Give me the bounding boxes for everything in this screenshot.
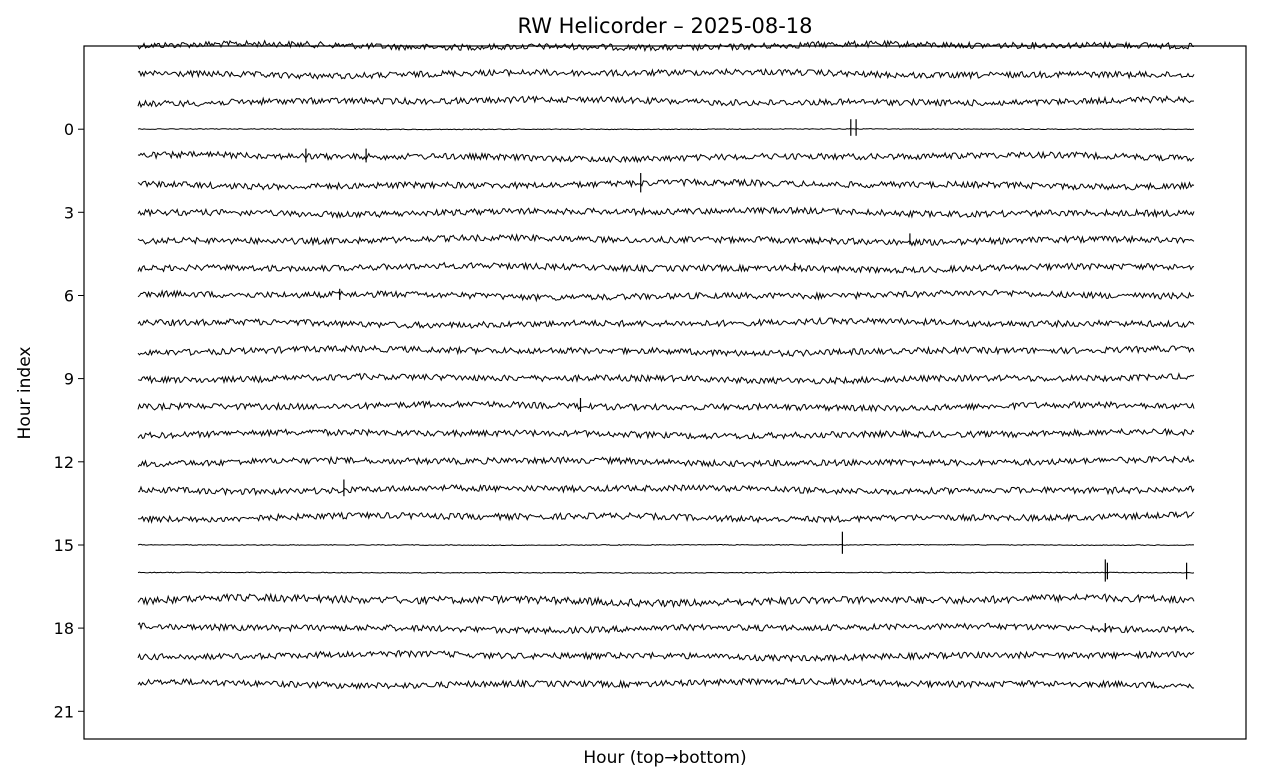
y-tick-label-2: 6 [64, 287, 74, 306]
y-tick-label-4: 12 [54, 453, 74, 472]
trace-line-11 [137, 344, 1195, 358]
trace-line-16 [137, 483, 1195, 497]
trace-line-14 [137, 427, 1195, 440]
trace-line-1 [137, 67, 1195, 81]
plot-frame [83, 45, 1247, 740]
y-tick-label-7: 21 [54, 702, 74, 721]
y-tick-label-5: 15 [54, 536, 74, 555]
trace-line-8 [137, 261, 1195, 275]
trace-line-9 [137, 289, 1195, 303]
trace-line-22 [137, 649, 1195, 663]
trace-line-5 [137, 178, 1195, 192]
trace-line-10 [137, 316, 1195, 329]
trace-line-0 [137, 39, 1195, 53]
trace-line-17 [137, 510, 1195, 524]
trace-line-21 [137, 622, 1195, 636]
trace-line-19 [137, 571, 1195, 574]
trace-line-3 [137, 128, 1195, 131]
trace-line-23 [137, 677, 1195, 690]
trace-line-18 [137, 543, 1195, 547]
y-tick-label-1: 3 [64, 203, 74, 222]
trace-group [137, 39, 1195, 690]
trace-line-20 [137, 592, 1195, 609]
trace-line-15 [137, 455, 1195, 468]
y-tick-label-0: 0 [64, 120, 74, 139]
trace-line-12 [137, 372, 1195, 385]
trace-line-7 [137, 233, 1195, 247]
chart-title: RW Helicorder – 2025-08-18 [518, 14, 813, 38]
y-tick-label-3: 9 [64, 370, 74, 389]
trace-line-6 [137, 206, 1195, 219]
y-axis-label: Hour index [15, 347, 35, 440]
trace-line-4 [137, 150, 1195, 164]
trace-line-2 [137, 95, 1195, 109]
trace-line-13 [137, 400, 1195, 413]
x-axis-label: Hour (top→bottom) [583, 748, 746, 768]
y-axis-ticks: 0 3 6 9 12 15 18 21 [54, 120, 84, 721]
y-tick-label-6: 18 [54, 619, 74, 638]
